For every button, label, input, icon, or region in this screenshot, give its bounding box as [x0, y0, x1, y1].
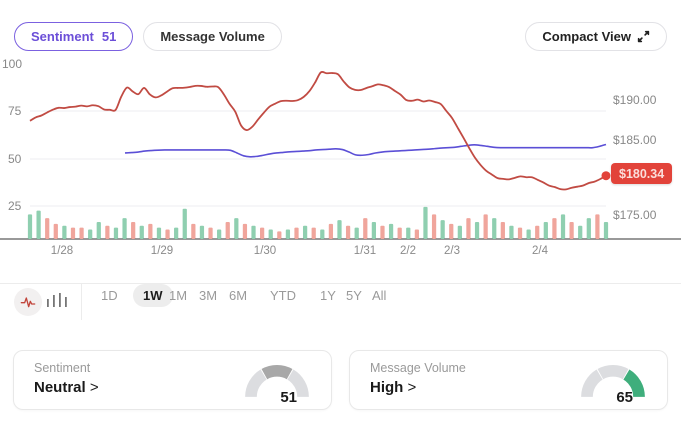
svg-text:$190.00: $190.00 [613, 93, 657, 107]
svg-text:$175.00: $175.00 [613, 208, 657, 222]
svg-text:1/30: 1/30 [254, 245, 276, 257]
svg-text:$185.00: $185.00 [613, 133, 657, 147]
svg-text:1/29: 1/29 [151, 245, 173, 257]
svg-text:75: 75 [8, 104, 22, 118]
svg-text:100: 100 [2, 57, 22, 71]
svg-text:2/3: 2/3 [444, 245, 460, 257]
svg-text:2/2: 2/2 [400, 245, 416, 257]
svg-text:50: 50 [8, 152, 22, 166]
svg-text:1/28: 1/28 [51, 245, 73, 257]
svg-text:25: 25 [8, 199, 22, 213]
svg-text:1/31: 1/31 [354, 245, 376, 257]
svg-text:2/4: 2/4 [532, 245, 549, 257]
